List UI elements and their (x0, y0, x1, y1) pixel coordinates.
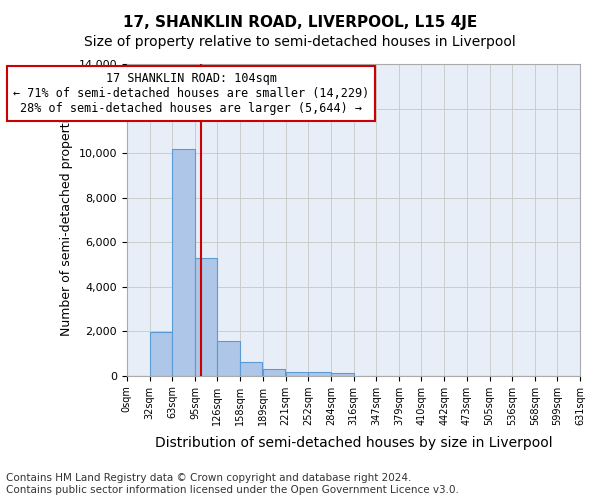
Text: Contains HM Land Registry data © Crown copyright and database right 2024.
Contai: Contains HM Land Registry data © Crown c… (6, 474, 459, 495)
Bar (217, 340, 240, 376)
Bar (286, 372, 308, 376)
Text: Size of property relative to semi-detached houses in Liverpool: Size of property relative to semi-detach… (84, 35, 516, 49)
Y-axis label: Number of semi-detached properties: Number of semi-detached properties (60, 104, 73, 336)
Bar (241, 362, 262, 376)
Text: 17, SHANKLIN ROAD, LIVERPOOL, L15 4JE: 17, SHANKLIN ROAD, LIVERPOOL, L15 4JE (123, 15, 477, 30)
Bar (331, 374, 353, 376)
X-axis label: Distribution of semi-detached houses by size in Liverpool: Distribution of semi-detached houses by … (155, 436, 552, 450)
Bar (195, 258, 217, 376)
Bar (263, 369, 286, 376)
Text: 17 SHANKLIN ROAD: 104sqm
← 71% of semi-detached houses are smaller (14,229)
28% : 17 SHANKLIN ROAD: 104sqm ← 71% of semi-d… (13, 72, 370, 115)
Bar (150, 332, 172, 376)
Bar (172, 148, 195, 376)
Bar (308, 372, 331, 376)
